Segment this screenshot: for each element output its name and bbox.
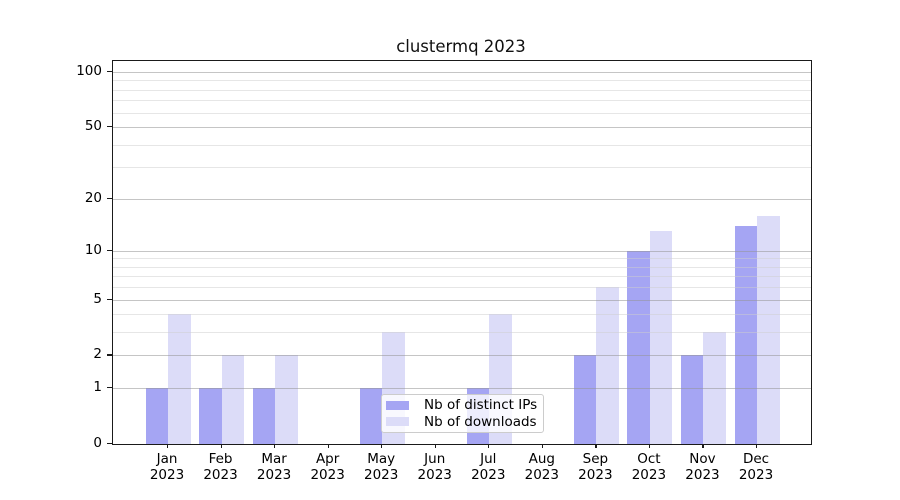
xtick-label-nov: Nov 2023 — [685, 451, 720, 483]
bar-nov-distinct-ips — [680, 355, 704, 444]
ytick-label-50: 50 — [84, 118, 102, 135]
gridline-y-40 — [113, 144, 811, 146]
ytick-label-5: 5 — [93, 290, 102, 307]
gridline-y-5 — [113, 299, 811, 301]
bar-sep-distinct-ips — [573, 355, 597, 444]
xtick-label-sep: Sep 2023 — [578, 451, 613, 483]
xtick-mark-sep — [595, 444, 597, 448]
gridline-y-10 — [113, 250, 811, 252]
xtick-label-jul: Jul 2023 — [471, 451, 506, 483]
gridline-y-6 — [113, 287, 811, 289]
bar-jan-downloads — [168, 314, 191, 444]
xtick-mark-apr — [327, 444, 329, 448]
gridline-y-30 — [113, 167, 811, 169]
bar-oct-downloads — [649, 231, 673, 444]
gridline-y-2 — [113, 355, 811, 357]
legend-item-distinct-ips: Nb of distinct IPs — [382, 397, 543, 413]
ytick-mark-50 — [107, 126, 112, 128]
ytick-mark-20 — [107, 197, 112, 199]
gridline-y-80 — [113, 89, 811, 91]
ytick-mark-100 — [107, 71, 112, 73]
xtick-mark-feb — [220, 444, 222, 448]
ytick-mark-10 — [107, 249, 112, 251]
ytick-label-0: 0 — [93, 435, 102, 451]
xtick-mark-jun — [434, 444, 436, 448]
xtick-label-may: May 2023 — [363, 451, 399, 483]
xtick-label-aug: Aug 2023 — [524, 451, 559, 483]
xtick-label-apr: Apr 2023 — [310, 451, 345, 483]
xtick-mark-may — [381, 444, 383, 448]
xtick-mark-aug — [541, 444, 543, 448]
ytick-mark-0 — [107, 443, 112, 445]
xtick-mark-oct — [648, 444, 651, 448]
xtick-label-feb: Feb 2023 — [203, 451, 238, 483]
legend-label-distinct-ips: Nb of distinct IPs — [424, 397, 538, 414]
bar-mar-downloads — [275, 355, 298, 444]
ytick-mark-1 — [107, 387, 112, 389]
bar-feb-distinct-ips — [199, 388, 222, 444]
ytick-label-10: 10 — [84, 241, 102, 258]
legend-swatch-downloads — [386, 417, 409, 427]
gridline-y-70 — [113, 100, 811, 102]
legend-swatch-distinct-ips — [386, 400, 409, 410]
bar-mar-distinct-ips — [252, 388, 276, 444]
ytick-label-100: 100 — [76, 63, 102, 79]
gridline-y-60 — [113, 112, 811, 114]
gridline-y-8 — [113, 266, 811, 268]
ytick-mark-2 — [107, 354, 112, 356]
ytick-label-1: 1 — [93, 379, 102, 396]
bar-sep-downloads — [596, 287, 619, 444]
gridline-y-4 — [113, 314, 811, 316]
xtick-label-mar: Mar 2023 — [256, 451, 292, 483]
bar-feb-downloads — [221, 355, 245, 444]
bar-jan-distinct-ips — [145, 388, 168, 444]
legend-item-downloads: Nb of downloads — [382, 414, 543, 430]
bar-dec-distinct-ips — [734, 225, 757, 444]
ytick-label-20: 20 — [84, 189, 102, 206]
xtick-mark-mar — [274, 444, 276, 448]
xtick-label-jun: Jun 2023 — [417, 451, 452, 483]
xtick-mark-jan — [167, 444, 169, 448]
gridline-y-3 — [113, 332, 811, 334]
chart-title: clustermq 2023 — [396, 37, 526, 56]
gridline-y-50 — [113, 127, 811, 129]
bar-oct-distinct-ips — [627, 250, 650, 444]
legend: Nb of distinct IPs Nb of downloads — [381, 394, 544, 433]
xtick-label-oct: Oct 2023 — [631, 451, 667, 483]
xtick-label-dec: Dec 2023 — [738, 451, 774, 483]
gridline-y-7 — [113, 276, 811, 278]
xtick-mark-jul — [488, 444, 490, 448]
xtick-label-jan: Jan 2023 — [149, 451, 185, 483]
gridline-y-1 — [113, 388, 811, 390]
legend-label-downloads: Nb of downloads — [424, 413, 537, 430]
ytick-mark-5 — [107, 298, 112, 300]
gridline-y-90 — [113, 80, 811, 82]
ytick-label-2: 2 — [93, 346, 102, 363]
xtick-mark-dec — [756, 444, 758, 448]
gridline-y-20 — [113, 198, 811, 200]
xtick-mark-nov — [702, 444, 704, 448]
bar-dec-downloads — [757, 215, 780, 444]
plot-area — [112, 60, 812, 445]
gridline-y-9 — [113, 258, 811, 260]
bar-may-distinct-ips — [359, 388, 383, 444]
gridline-y-100 — [113, 72, 811, 73]
